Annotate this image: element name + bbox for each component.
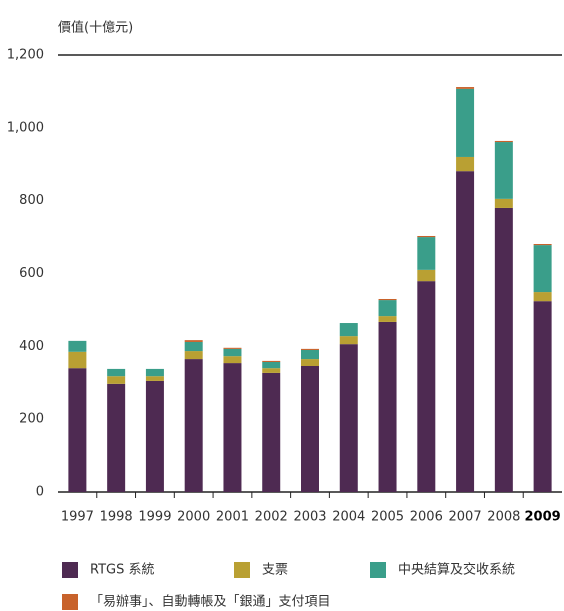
bar-segment — [184, 340, 203, 342]
bar-segment — [68, 351, 87, 369]
bar-segment — [223, 348, 242, 357]
bar-segment — [533, 301, 552, 492]
bar-segment — [339, 344, 358, 492]
bar-segment — [184, 359, 203, 492]
x-tick-label: 2003 — [293, 510, 326, 525]
legend-label: 支票 — [262, 563, 288, 578]
bar-segment — [223, 363, 242, 492]
y-axis-title: 價值(十億元) — [58, 20, 133, 36]
bar-segment — [378, 316, 397, 322]
y-tick-label: 600 — [19, 266, 44, 281]
bar-segment — [378, 300, 397, 317]
bar-segment — [417, 235, 436, 238]
bar-segment — [533, 292, 552, 302]
bar-segment — [145, 368, 164, 377]
bar-segment — [494, 140, 513, 143]
bar-segment — [456, 87, 475, 89]
bar-segment — [533, 244, 552, 246]
x-tick-label: 1999 — [138, 510, 171, 525]
bar-segment — [417, 269, 436, 282]
bar-segment — [301, 365, 319, 492]
x-tick-label: 2001 — [216, 510, 249, 525]
x-tick-label: 2005 — [371, 510, 404, 525]
legend-swatch — [62, 562, 78, 578]
legend-swatch — [370, 562, 386, 578]
bar-segment — [145, 376, 164, 381]
bar-segment — [262, 372, 281, 492]
y-tick-label: 200 — [19, 412, 44, 427]
bar-segment — [339, 336, 358, 345]
bar-segment — [107, 383, 126, 492]
x-tick-label: 2009 — [525, 510, 561, 525]
legend-label: 中央結算及交收系統 — [398, 562, 515, 578]
y-tick-label: 1,200 — [7, 48, 44, 63]
bar-segment — [456, 156, 475, 172]
y-tick-label: 400 — [19, 339, 44, 354]
legend-swatch — [62, 594, 78, 610]
bar-segment — [107, 368, 126, 377]
bar-segment — [494, 142, 513, 199]
legend-label: 「易辦事」、自動轉帳及「銀通」支付項目 — [90, 595, 331, 610]
x-tick-label: 2000 — [177, 510, 210, 525]
bar-segment — [378, 321, 397, 492]
x-tick-label: 2008 — [487, 510, 520, 525]
bar-segment — [417, 237, 436, 270]
x-tick-label: 2007 — [449, 510, 482, 525]
bar-segment — [223, 356, 242, 364]
legend-label: RTGS 系統 — [90, 563, 155, 578]
bar-segment — [145, 380, 164, 492]
bar-segment — [417, 281, 436, 492]
legend-swatch — [234, 562, 250, 578]
bar-segment — [378, 298, 397, 301]
bar-segment — [301, 349, 319, 360]
x-tick-label: 1997 — [61, 510, 94, 525]
bar-segment — [107, 376, 126, 384]
bar-segment — [262, 361, 281, 369]
bar-segment — [68, 368, 87, 492]
bar-segment — [456, 171, 475, 492]
bar-segment — [68, 340, 87, 352]
x-tick-label: 1998 — [100, 510, 133, 525]
bar-segment — [339, 323, 358, 337]
bar-segment — [494, 207, 513, 492]
x-tick-label: 2006 — [410, 510, 443, 525]
y-tick-label: 0 — [36, 485, 44, 500]
x-tick-label: 2004 — [332, 510, 365, 525]
bar-segment — [533, 245, 552, 293]
bar-segment — [456, 88, 475, 157]
bar-segment — [262, 368, 281, 373]
bar-segment — [184, 351, 203, 360]
bar-segment — [223, 347, 242, 349]
y-tick-label: 1,000 — [7, 120, 44, 135]
bar-segment — [494, 198, 513, 208]
bar-segment — [301, 359, 319, 366]
bar-segment — [301, 348, 319, 350]
y-tick-label: 800 — [19, 193, 44, 208]
x-tick-label: 2002 — [255, 510, 288, 525]
bar-segment — [262, 360, 281, 362]
bar-segment — [184, 341, 203, 352]
